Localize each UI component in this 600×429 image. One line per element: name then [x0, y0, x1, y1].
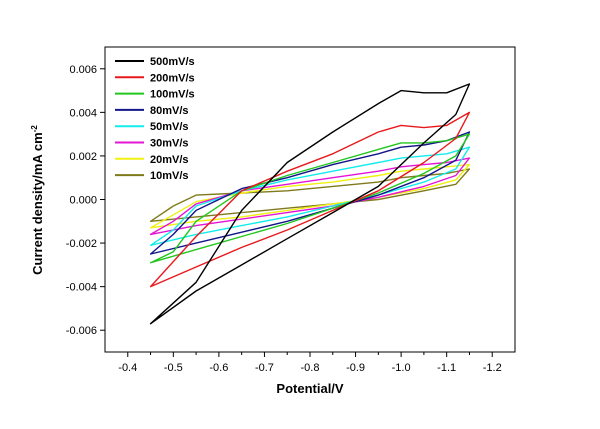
x-tick-label: -0.8: [301, 362, 320, 374]
x-tick-label: -1.0: [392, 362, 411, 374]
legend-label: 10mV/s: [150, 170, 189, 182]
legend-label: 50mV/s: [150, 121, 189, 133]
series-line-20mvs: [149, 163, 471, 229]
y-tick-label: -0.004: [66, 282, 97, 294]
x-tick-label: -0.6: [209, 362, 228, 374]
legend: 500mV/s 200mV/s 100mV/s 80mV/s 50mV/s 30mV/s 2…: [115, 56, 195, 182]
legend-label: 80mV/s: [150, 105, 189, 117]
series-line-10mvs: [149, 168, 471, 222]
y-tick-label: 0.002: [69, 151, 97, 163]
legend-label: 200mV/s: [150, 72, 195, 84]
y-axis-ticks: -0.006 -0.004 -0.002 0.000 0.002 0.004 0.006: [66, 64, 105, 337]
x-tick-label: -1.2: [483, 362, 502, 374]
y-tick-label: -0.006: [66, 325, 97, 337]
series-line-500mvs: [149, 83, 471, 325]
x-tick-label: -1.1: [437, 362, 456, 374]
y-axis-title-text: Current density/mA cm: [30, 132, 45, 275]
x-tick-label: -0.4: [118, 362, 137, 374]
x-tick-label: -0.9: [346, 362, 365, 374]
series-line-80mvs: [149, 131, 471, 255]
legend-label: 30mV/s: [150, 138, 189, 150]
x-axis-title: Potential/V: [276, 381, 344, 396]
x-tick-label: -0.7: [255, 362, 274, 374]
legend-label: 20mV/s: [150, 154, 189, 166]
y-tick-label: -0.002: [66, 238, 97, 250]
y-axis-title: Current density/mA cm-2: [30, 125, 45, 275]
series-layer: [149, 83, 471, 325]
x-axis-ticks: -0.4 -0.5 -0.6 -0.7 -0.8 -0.9 -1.0 -1.1 -1.2: [118, 352, 502, 374]
y-tick-label: 0.004: [69, 107, 97, 119]
y-axis-title-superscript: -2: [30, 125, 39, 133]
y-tick-label: 0.000: [69, 195, 97, 207]
y-tick-label: 0.006: [69, 64, 97, 76]
x-tick-label: -0.5: [164, 362, 183, 374]
legend-label: 100mV/s: [150, 89, 195, 101]
legend-label: 500mV/s: [150, 56, 195, 68]
series-line-100mvs: [149, 133, 471, 264]
series-line-200mvs: [149, 111, 471, 288]
